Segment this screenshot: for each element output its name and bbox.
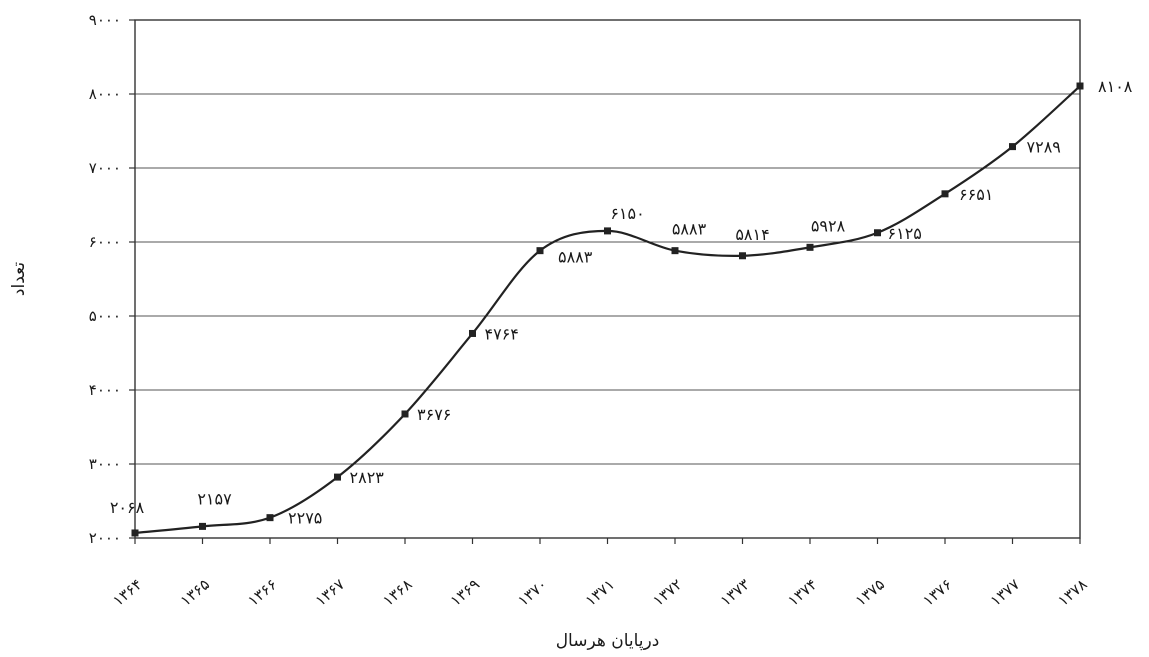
data-point — [739, 252, 746, 260]
data-point — [401, 410, 409, 418]
x-tick-label: ۱۳۶۸ — [379, 575, 415, 610]
data-label: ۵۸۸۳ — [672, 220, 707, 239]
data-point — [604, 227, 611, 235]
data-point — [266, 514, 274, 522]
y-tick-label: ۶۰۰۰ — [89, 233, 121, 251]
data-point — [469, 329, 476, 337]
data-point — [1076, 82, 1084, 90]
x-tick-label: ۱۳۶۴ — [109, 575, 145, 610]
x-axis-ticks: ۱۳۶۴ ۱۳۶۵ ۱۳۶۶ ۱۳۶۷ ۱۳۶۸ ۱۳۶۹ ۱۳۷۰ ۱۳۷۱ ۱۳۷۲ ۱۳۷۳… — [109, 538, 1091, 610]
x-tick-label: ۱۳۷۱ — [582, 575, 618, 610]
x-tick-label: ۱۳۷۰ — [514, 575, 550, 610]
data-label: ۶۱۵۰ — [610, 204, 644, 223]
x-tick-label: ۱۳۶۵ — [177, 575, 213, 610]
data-label: ۲۱۵۷ — [197, 489, 232, 508]
x-tick-label: ۱۳۷۵ — [852, 575, 888, 610]
data-markers — [131, 82, 1084, 537]
y-tick-label: ۸۰۰۰ — [89, 85, 121, 103]
x-tick-label: ۱۳۶۹ — [447, 575, 483, 610]
x-tick-label: ۱۳۷۷ — [987, 575, 1023, 610]
data-label: ۲۲۷۵ — [288, 509, 322, 528]
data-point — [671, 247, 679, 255]
plot-area-frame — [134, 19, 1081, 539]
data-point — [806, 243, 814, 251]
data-labels: ۲۰۶۸ ۲۱۵۷ ۲۲۷۵ ۲۸۲۳ ۳۶۷۶ ۴۷۶۴ ۵۸۸۳ ۶۱۵۰ ۵۸۸۳ ۵۸۱۴… — [110, 77, 1133, 528]
data-label: ۲۰۶۸ — [110, 498, 145, 517]
y-tick-label: ۷۰۰۰ — [89, 159, 121, 177]
data-label: ۶۶۵۱ — [959, 185, 993, 204]
data-point — [334, 473, 341, 481]
data-label: ۳۶۷۶ — [417, 405, 451, 424]
y-tick-label: ۲۰۰۰ — [89, 529, 121, 547]
x-tick-label: ۱۳۷۶ — [919, 575, 955, 610]
y-tick-label: ۵۰۰۰ — [89, 307, 121, 325]
data-point — [131, 529, 139, 537]
y-tick-label: ۹۰۰۰ — [89, 11, 121, 29]
y-tick-label: ۴۰۰۰ — [89, 381, 121, 399]
x-tick-label: ۱۳۷۳ — [717, 575, 753, 610]
grid-lines — [135, 19, 1080, 539]
data-point — [199, 522, 206, 530]
x-tick-label: ۱۳۷۸ — [1054, 575, 1090, 610]
data-point — [941, 190, 949, 198]
x-tick-label: ۱۳۷۴ — [784, 575, 820, 610]
x-tick-label: ۱۳۷۲ — [649, 575, 685, 610]
data-point — [874, 229, 881, 237]
x-tick-label: ۱۳۶۶ — [244, 575, 280, 610]
data-label: ۵۸۸۳ — [558, 248, 593, 267]
data-label: ۶۱۲۵ — [888, 224, 922, 243]
data-label: ۲۸۲۳ — [350, 468, 385, 487]
data-point — [536, 247, 544, 255]
y-tick-label: ۳۰۰۰ — [89, 455, 121, 473]
x-tick-label: ۱۳۶۷ — [312, 575, 348, 610]
data-label: ۸۱۰۸ — [1098, 77, 1133, 96]
data-label: ۷۲۸۹ — [1027, 138, 1061, 157]
data-label: ۵۹۲۸ — [811, 216, 846, 235]
x-axis-title: درپایان هرسال — [556, 631, 660, 651]
y-axis-title: تعداد — [9, 262, 29, 296]
data-point — [1009, 143, 1016, 151]
series-line — [134, 85, 1081, 535]
data-label: ۴۷۶۴ — [485, 324, 519, 343]
y-axis-ticks: ۲۰۰۰ ۳۰۰۰ ۴۰۰۰ ۵۰۰۰ ۶۰۰۰ ۷۰۰۰ ۸۰۰۰ ۹۰۰۰ — [89, 11, 135, 547]
data-label: ۵۸۱۴ — [735, 225, 769, 244]
